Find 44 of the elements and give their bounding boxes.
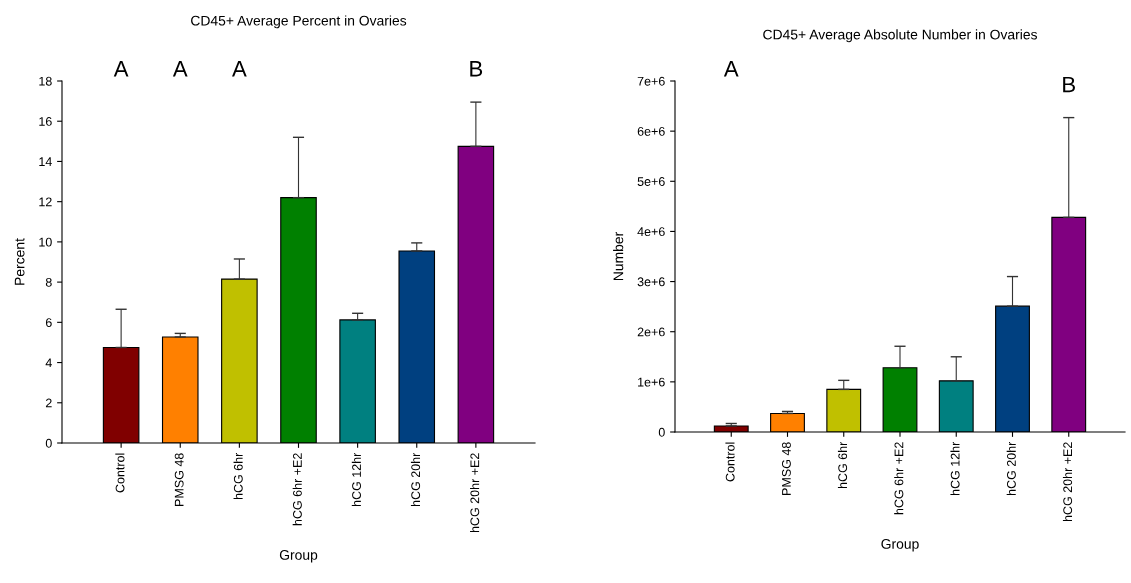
y-tick-label: 8 xyxy=(45,277,52,287)
y-tick-label: 18 xyxy=(39,76,52,86)
y-tick-label: 0 xyxy=(45,438,52,448)
text: A xyxy=(723,61,739,77)
text: A xyxy=(113,61,129,77)
text: A xyxy=(232,61,247,77)
x-axis-title: Group xyxy=(881,539,919,552)
y-tick-label: 16 xyxy=(39,117,52,126)
annotation: B xyxy=(1063,76,1075,93)
y-tick-label: 5e+6 xyxy=(637,177,665,186)
x-tick-label: PMSG 48 xyxy=(782,442,791,495)
y-tick-label: 6e+6 xyxy=(637,126,665,136)
y-axis-title: Percent xyxy=(14,238,25,285)
y-tick-label: 12 xyxy=(39,197,52,207)
x-tick-label: hCG 20hr +E2 xyxy=(1062,442,1073,522)
text: B xyxy=(470,61,483,77)
x-tick-label: hCG 12hr xyxy=(351,452,361,507)
x-tick-label: hCG 6hr +E2 xyxy=(292,453,302,526)
chart-title: CD45+ Average Percent in Ovaries xyxy=(191,15,407,29)
y-tick-label: 2 xyxy=(45,398,52,408)
x-tick-label: Control xyxy=(115,453,125,493)
x-tick-label: hCG 20hr +E2 xyxy=(470,453,480,533)
y-tick-label: 2e+6 xyxy=(637,327,665,337)
y-tick-label: 0 xyxy=(658,427,665,437)
y-tick-label: 6 xyxy=(45,318,52,327)
x-tick-label: PMSG 48 xyxy=(174,453,184,506)
y-tick-label: 4e+6 xyxy=(637,227,665,237)
x-tick-label: hCG 20hr xyxy=(1006,441,1016,496)
x-tick-label: hCG 6hr +E2 xyxy=(894,442,904,515)
y-tick-label: 14 xyxy=(39,157,52,166)
x-tick-label: Control xyxy=(725,442,735,482)
y-tick-label: 3e+6 xyxy=(637,277,665,287)
y-tick-label: 4 xyxy=(45,358,52,368)
x-tick-label: hCG 6hr xyxy=(837,441,848,489)
x-tick-label: hCG 20hr xyxy=(410,452,421,507)
y-tick-label: 10 xyxy=(39,237,52,247)
x-tick-label: hCG 6hr xyxy=(233,452,243,500)
text: A xyxy=(172,61,188,77)
chart-title: CD45+ Average Absolute Number in Ovaries xyxy=(763,29,1037,43)
x-axis-title: Group xyxy=(279,550,318,563)
x-tick-label: hCG 12hr xyxy=(950,441,960,496)
y-tick-label: 7e+6 xyxy=(637,76,665,86)
y-axis-title: Number xyxy=(613,232,624,281)
y-tick-label: 1e+6 xyxy=(638,377,665,387)
